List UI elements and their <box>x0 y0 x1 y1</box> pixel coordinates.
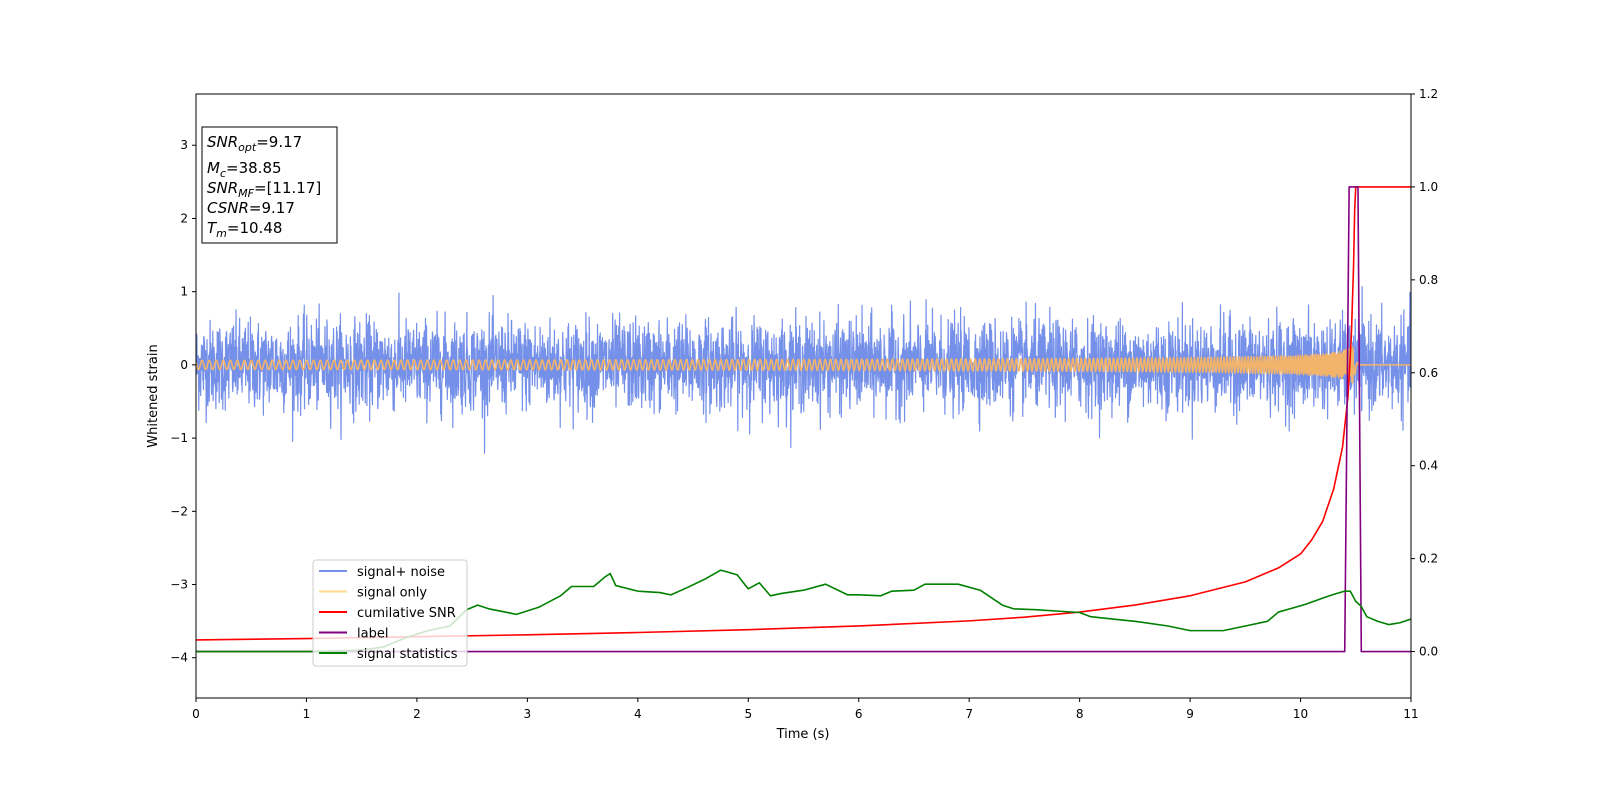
series-line-cumilative-SNR <box>196 186 1411 641</box>
annotation-line: Tm=10.48 <box>207 219 282 240</box>
x-tick-label: 11 <box>1403 707 1418 721</box>
annotation-subscript: MF <box>238 187 254 200</box>
x-tick-label: 7 <box>965 707 973 721</box>
annotation-line: SNRMF=[11.17] <box>207 179 321 200</box>
x-tick-label: 2 <box>413 707 421 721</box>
y-tick-label: 2 <box>180 211 188 225</box>
annotation-subscript: c <box>220 167 226 180</box>
x-axis: 0 1 2 3 4 5 6 7 8 9 10 11 <box>192 698 1419 721</box>
legend-label: signal+ noise <box>357 565 445 580</box>
series-line-signal-only <box>196 346 1411 384</box>
x-tick-label: 3 <box>524 707 532 721</box>
y-tick-label: 1 <box>180 285 188 299</box>
annotation-line: CSNR=9.17 <box>207 199 295 217</box>
x-tick-label: 6 <box>855 707 863 721</box>
plot-frame <box>195 93 1412 699</box>
annotation-line: Mc=38.85 <box>207 159 282 180</box>
x-tick-label: 10 <box>1293 707 1308 721</box>
series-line-signal-statistics <box>196 569 1411 653</box>
legend: signal+ noise signal only cumilative SNR la… <box>312 559 468 667</box>
y-tick-label: −4 <box>170 651 188 665</box>
x-tick-label: 8 <box>1076 707 1084 721</box>
x-tick-label: 5 <box>744 707 752 721</box>
annotation-value: =[11.17] <box>254 179 321 197</box>
y-axis-label: Whitened strain <box>146 344 161 447</box>
y2-tick-label: 0.0 <box>1419 645 1438 659</box>
annotation-subscript: m <box>216 227 227 240</box>
legend-label: label <box>357 627 388 642</box>
y-axis-right: 0.0 0.2 0.4 0.6 0.8 1.0 1.2 <box>1411 87 1438 659</box>
series-layer <box>196 186 1411 653</box>
annotation-box: SNRopt=9.17Mc=38.85SNRMF=[11.17]CSNR=9.1… <box>201 126 338 244</box>
y2-tick-label: 0.4 <box>1419 459 1438 473</box>
annotation-value: =9.17 <box>249 199 295 217</box>
series-line-label <box>196 186 1411 653</box>
annotation-value: =38.85 <box>226 159 282 177</box>
y2-tick-label: 1.2 <box>1419 87 1438 101</box>
y-tick-label: 3 <box>180 138 188 152</box>
legend-label: signal only <box>357 586 427 601</box>
y2-tick-label: 0.8 <box>1419 273 1438 287</box>
y2-tick-label: 0.6 <box>1419 366 1438 380</box>
annotation-symbol: SNR <box>207 133 238 151</box>
annotation-symbol: M <box>207 159 220 177</box>
y-tick-label: −1 <box>170 431 188 445</box>
annotation-symbol: T <box>207 219 218 237</box>
y2-tick-label: 1.0 <box>1419 180 1438 194</box>
legend-label: signal statistics <box>357 647 458 662</box>
x-tick-label: 9 <box>1186 707 1194 721</box>
annotation-subscript: opt <box>238 141 257 154</box>
y-tick-label: 0 <box>180 358 188 372</box>
legend-label: cumilative SNR <box>357 606 456 621</box>
x-tick-label: 1 <box>303 707 311 721</box>
x-tick-label: 4 <box>634 707 642 721</box>
y-axis-left: −4 −3 −2 −1 0 1 2 3 <box>170 138 196 665</box>
x-axis-label: Time (s) <box>776 727 830 742</box>
y-tick-label: −2 <box>170 504 188 518</box>
annotation-symbol: SNR <box>207 179 238 197</box>
x-tick-label: 0 <box>192 707 200 721</box>
annotation-symbol: CSNR <box>207 199 249 217</box>
annotation-value: =9.17 <box>256 133 302 151</box>
annotation-value: =10.48 <box>227 219 283 237</box>
y-tick-label: −3 <box>170 578 188 592</box>
annotation-line: SNRopt=9.17 <box>207 133 302 154</box>
y2-tick-label: 0.2 <box>1419 552 1438 566</box>
